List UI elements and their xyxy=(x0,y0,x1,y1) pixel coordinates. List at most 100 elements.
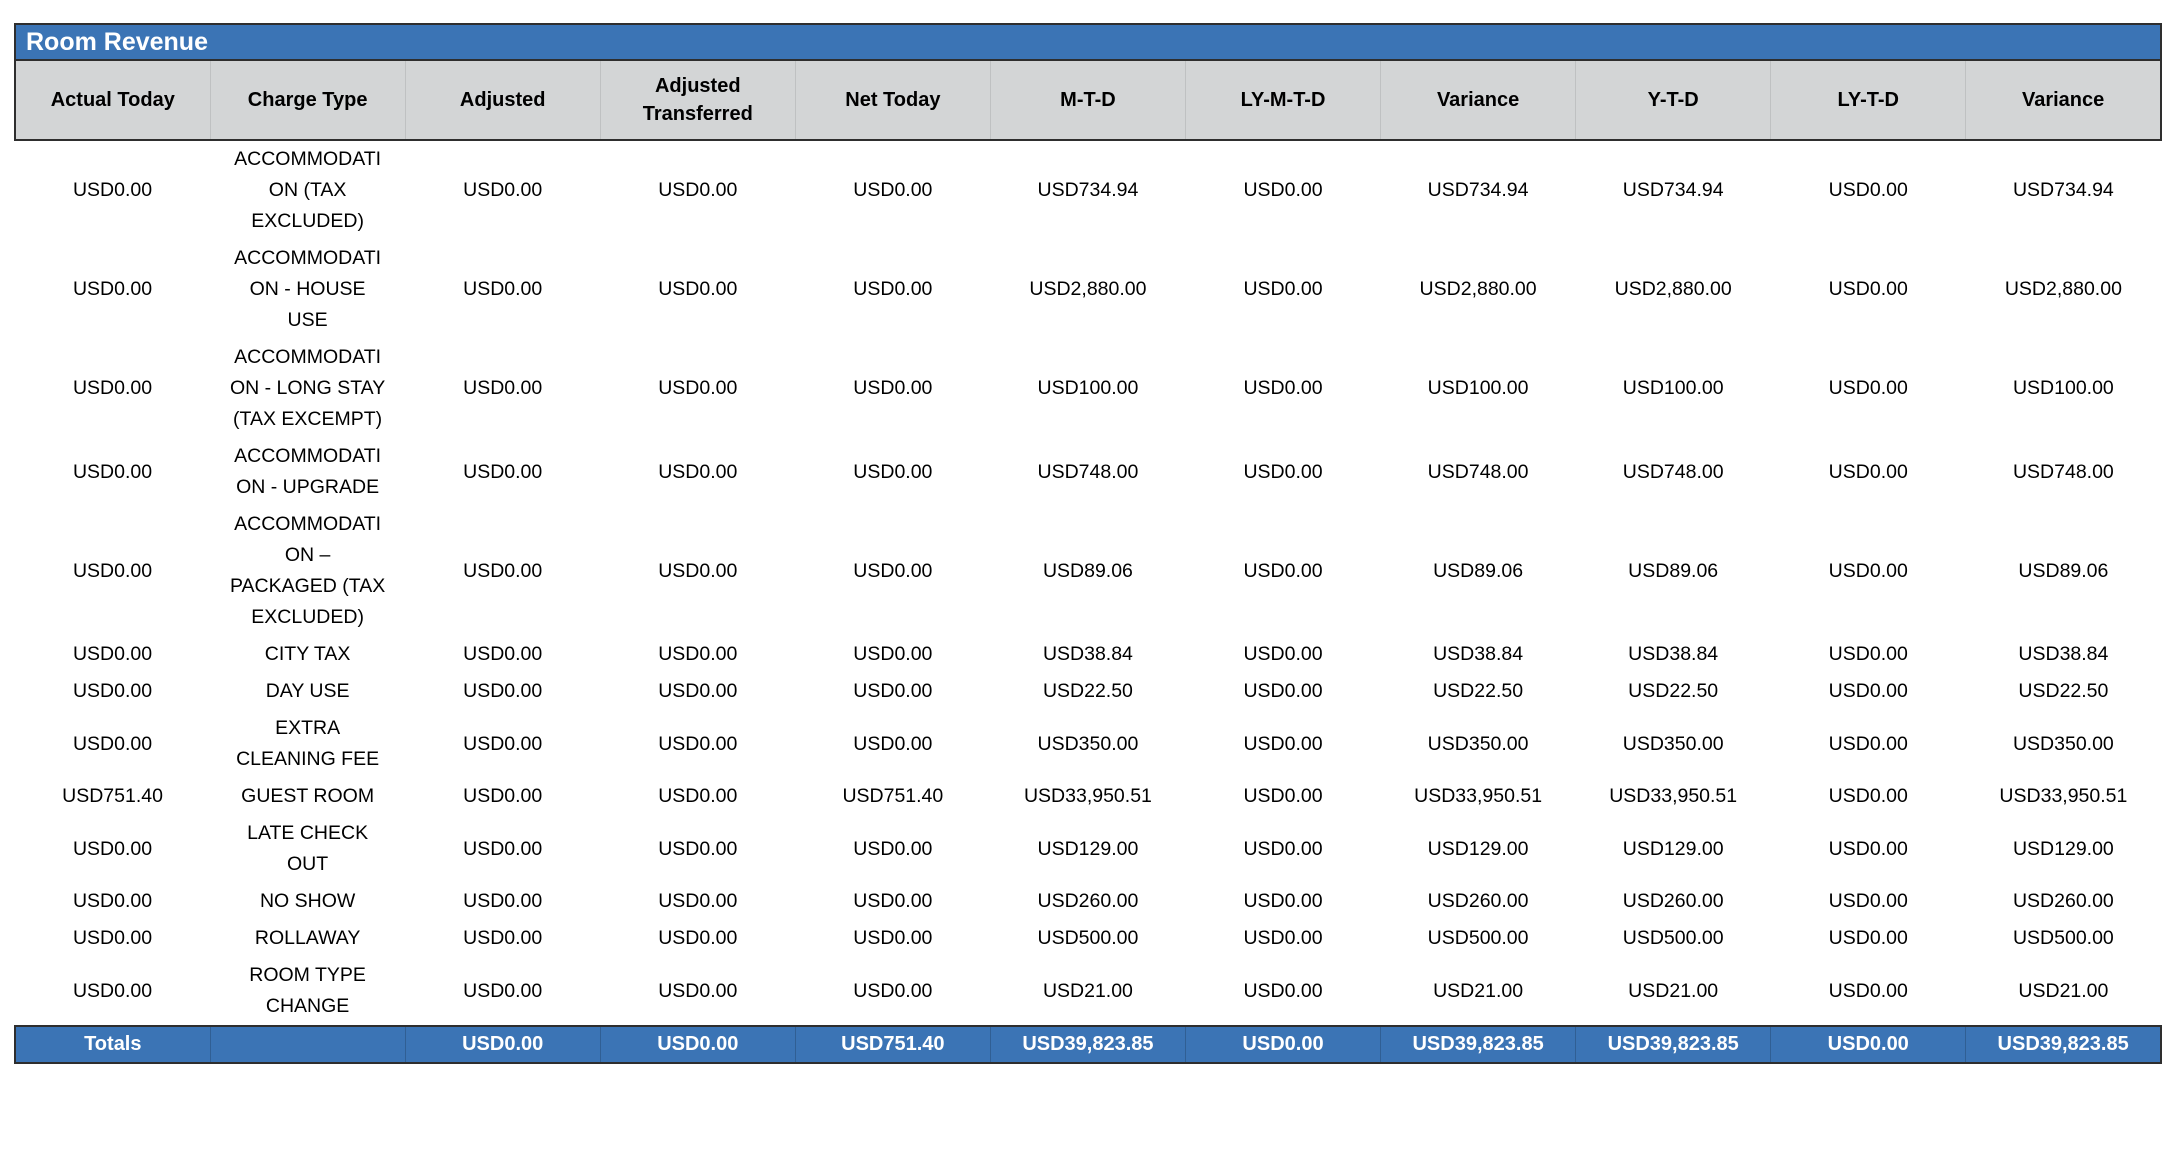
amount-cell-adjusted: USD0.00 xyxy=(405,438,601,506)
amount-cell-adjusted-transferred: USD0.00 xyxy=(600,438,796,506)
charge-type-cell: ACCOMMODATION (TAX EXCLUDED) xyxy=(210,140,406,240)
amount-cell-adjusted: USD0.00 xyxy=(405,140,601,240)
amount-cell-variance-ytd: USD33,950.51 xyxy=(1965,778,2161,815)
amount-cell-variance-mtd: USD38.84 xyxy=(1380,636,1576,673)
amount-cell-adjusted-transferred: USD0.00 xyxy=(600,506,796,636)
amount-cell-ytd: USD500.00 xyxy=(1575,920,1771,957)
charge-type-cell: ACCOMMODATION - UPGRADE xyxy=(210,438,406,506)
amount-cell-mtd: USD2,880.00 xyxy=(990,240,1186,339)
charge-type-cell: ACCOMMODATION - HOUSE USE xyxy=(210,240,406,339)
table-row: USD0.00 ACCOMMODATION - UPGRADE USD0.00 USD… xyxy=(15,438,2161,506)
amount-cell-net-today: USD0.00 xyxy=(795,339,991,438)
amount-cell-ly-mtd: USD0.00 xyxy=(1185,339,1381,438)
amount-cell-net-today: USD0.00 xyxy=(795,920,991,957)
amount-cell-mtd: USD21.00 xyxy=(990,957,1186,1026)
amount-cell-adjusted-transferred: USD0.00 xyxy=(600,673,796,710)
table-row: USD0.00 ACCOMMODATION – PACKAGED (TAX EXC… xyxy=(15,506,2161,636)
column-header-variance: Variance xyxy=(1380,59,1577,141)
charge-type-cell: ACCOMMODATION - LONG STAY (TAX EXCEMPT) xyxy=(210,339,406,438)
amount-cell-ly-td: USD0.00 xyxy=(1770,710,1966,778)
amount-cell-ly-td: USD0.00 xyxy=(1770,957,1966,1026)
amount-cell-adjusted: USD0.00 xyxy=(405,920,601,957)
amount-cell-ytd: USD33,950.51 xyxy=(1575,778,1771,815)
amount-cell-variance-mtd: USD33,950.51 xyxy=(1380,778,1576,815)
charge-type-cell: EXTRA CLEANING FEE xyxy=(210,710,406,778)
amount-cell-variance-mtd: USD734.94 xyxy=(1380,140,1576,240)
amount-cell-actual-today: USD0.00 xyxy=(15,636,211,673)
amount-cell-ly-td: USD0.00 xyxy=(1770,636,1966,673)
amount-cell-mtd: USD734.94 xyxy=(990,140,1186,240)
charge-type-label: GUEST ROOM xyxy=(241,785,375,807)
charge-type-cell: CITY TAX xyxy=(210,636,406,673)
amount-cell-ytd: USD100.00 xyxy=(1575,339,1771,438)
table-row: USD0.00 CITY TAX USD0.00 USD0.00 USD0.00 USD3… xyxy=(15,636,2161,673)
amount-cell-net-today: USD0.00 xyxy=(795,506,991,636)
amount-cell-mtd: USD22.50 xyxy=(990,673,1186,710)
amount-cell-adjusted: USD0.00 xyxy=(405,815,601,883)
amount-cell-ly-td: USD0.00 xyxy=(1770,339,1966,438)
charge-type-cell: ROOM TYPE CHANGE xyxy=(210,957,406,1026)
column-header-y-t-d-ytd: Y-T-D xyxy=(1575,59,1772,141)
amount-cell-variance-ytd: USD260.00 xyxy=(1965,883,2161,920)
amount-cell-actual-today: USD0.00 xyxy=(15,140,211,240)
amount-cell-adjusted-transferred: USD0.00 xyxy=(600,339,796,438)
amount-cell-ly-td: USD0.00 xyxy=(1770,778,1966,815)
charge-type-cell: ACCOMMODATION – PACKAGED (TAX EXCLUDED) xyxy=(210,506,406,636)
amount-cell-ytd: USD22.50 xyxy=(1575,673,1771,710)
amount-cell-adjusted-transferred: USD0.00 xyxy=(600,920,796,957)
amount-cell-net-today: USD0.00 xyxy=(795,673,991,710)
table-row: USD0.00 ACCOMMODATION - LONG STAY (TAX EX… xyxy=(15,339,2161,438)
amount-cell-net-today: USD0.00 xyxy=(795,957,991,1026)
amount-cell-net-today: USD0.00 xyxy=(795,710,991,778)
amount-cell-adjusted: USD0.00 xyxy=(405,883,601,920)
amount-cell-variance-mtd: USD21.00 xyxy=(1380,957,1576,1026)
amount-cell-net-today: USD0.00 xyxy=(795,883,991,920)
amount-cell-mtd: USD129.00 xyxy=(990,815,1186,883)
charge-type-label: NO SHOW xyxy=(259,890,356,912)
amount-cell-variance-ytd: USD748.00 xyxy=(1965,438,2161,506)
table-row: USD0.00 ACCOMMODATION (TAX EXCLUDED) USD0.… xyxy=(15,140,2161,240)
amount-cell-ytd: USD21.00 xyxy=(1575,957,1771,1026)
amount-cell-adjusted: USD0.00 xyxy=(405,339,601,438)
amount-cell-variance-ytd: USD129.00 xyxy=(1965,815,2161,883)
amount-cell-ytd: USD734.94 xyxy=(1575,140,1771,240)
amount-cell-ly-td: USD0.00 xyxy=(1770,815,1966,883)
column-header-adjusted-transferred: Adjusted Transferred xyxy=(599,59,796,141)
amount-cell-ytd: USD748.00 xyxy=(1575,438,1771,506)
amount-cell-net-today: USD0.00 xyxy=(795,438,991,506)
amount-cell-mtd: USD89.06 xyxy=(990,506,1186,636)
amount-cell-net-today: USD0.00 xyxy=(795,140,991,240)
amount-cell-variance-ytd: USD500.00 xyxy=(1965,920,2161,957)
amount-cell-ly-mtd: USD0.00 xyxy=(1185,957,1381,1026)
amount-cell-adjusted-transferred: USD0.00 xyxy=(600,957,796,1026)
charge-type-label: EXTRA CLEANING FEE xyxy=(236,717,380,770)
charge-type-cell: ROLLAWAY xyxy=(210,920,406,957)
amount-cell-variance-mtd: USD89.06 xyxy=(1380,506,1576,636)
amount-cell-actual-today: USD0.00 xyxy=(15,339,211,438)
totals-mtd: USD39,823.85 xyxy=(989,1025,1186,1064)
amount-cell-ytd: USD350.00 xyxy=(1575,710,1771,778)
totals-ly-td: USD0.00 xyxy=(1770,1025,1967,1064)
amount-cell-adjusted-transferred: USD0.00 xyxy=(600,778,796,815)
charge-type-label: ACCOMMODATION - HOUSE USE xyxy=(234,247,382,331)
table-row: USD0.00 ROLLAWAY USD0.00 USD0.00 USD0.00 USD5… xyxy=(15,920,2161,957)
totals-adjusted: USD0.00 xyxy=(404,1025,601,1064)
column-header-actual-today: Actual Today xyxy=(13,59,211,141)
amount-cell-ly-mtd: USD0.00 xyxy=(1185,506,1381,636)
charge-type-label: ACCOMMODATION - UPGRADE xyxy=(234,445,382,498)
amount-cell-actual-today: USD0.00 xyxy=(15,438,211,506)
amount-cell-adjusted-transferred: USD0.00 xyxy=(600,815,796,883)
table-row: USD0.00 ROOM TYPE CHANGE USD0.00 USD0.00 USD… xyxy=(15,957,2161,1026)
amount-cell-adjusted: USD0.00 xyxy=(405,778,601,815)
amount-cell-ly-mtd: USD0.00 xyxy=(1185,140,1381,240)
amount-cell-variance-mtd: USD100.00 xyxy=(1380,339,1576,438)
column-header-m-t-d: M-T-D xyxy=(989,59,1186,141)
amount-cell-variance-ytd: USD734.94 xyxy=(1965,140,2161,240)
report-body: USD0.00 ACCOMMODATION (TAX EXCLUDED) USD0.… xyxy=(15,140,2161,1026)
amount-cell-mtd: USD33,950.51 xyxy=(990,778,1186,815)
charge-type-label: ROOM TYPE CHANGE xyxy=(249,964,366,1017)
amount-cell-variance-mtd: USD2,880.00 xyxy=(1380,240,1576,339)
table-row: USD751.40 GUEST ROOM USD0.00 USD0.00 USD751.… xyxy=(15,778,2161,815)
amount-cell-actual-today: USD0.00 xyxy=(15,506,211,636)
amount-cell-ytd: USD38.84 xyxy=(1575,636,1771,673)
